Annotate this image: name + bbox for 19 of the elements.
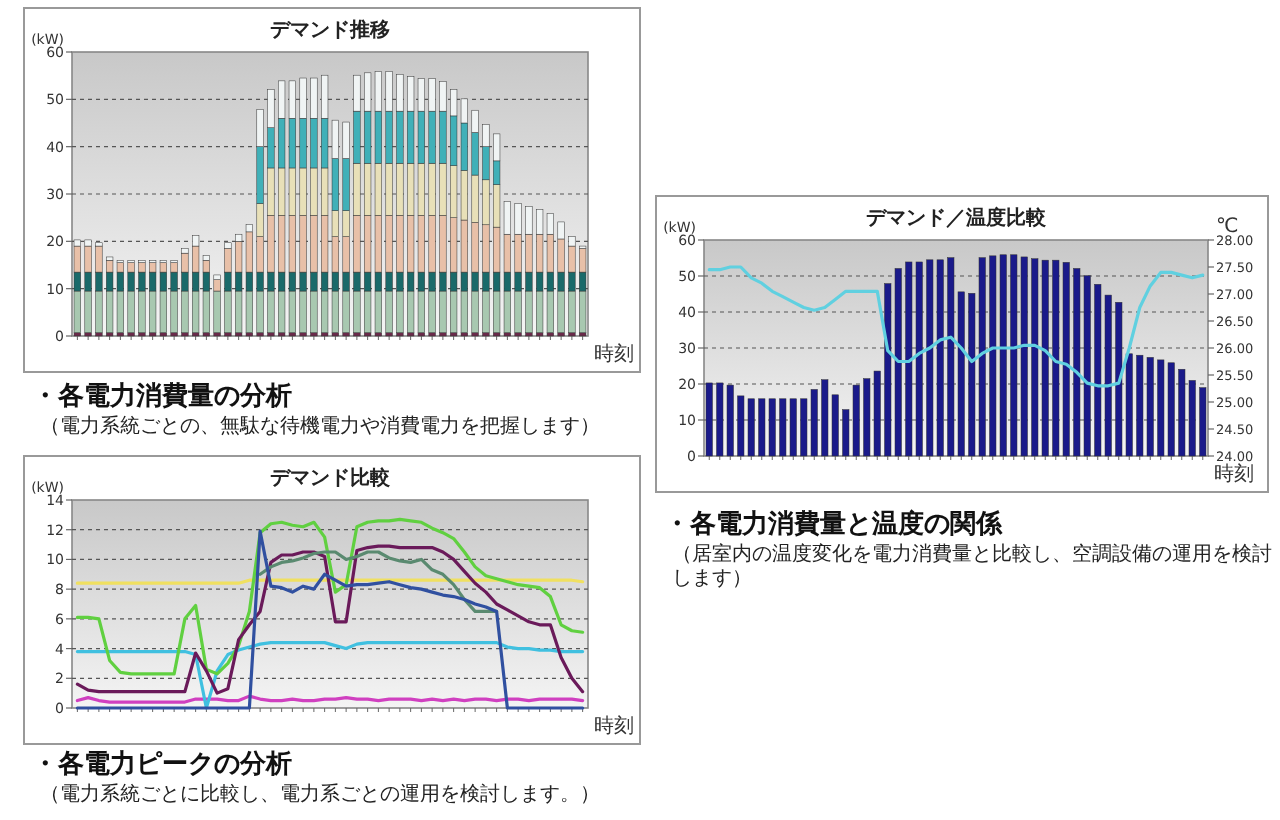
- line-series: [75, 641, 585, 710]
- line-series: [707, 265, 1205, 388]
- line-series: [258, 550, 499, 614]
- y2-axis-title: ℃: [1216, 216, 1239, 238]
- line-series: [75, 517, 585, 676]
- line-series: [75, 529, 585, 710]
- text: （電力系統ごとの、無駄な待機電力や消費電力を把握します）: [40, 414, 600, 438]
- chart-title: デマンド／温度比較: [866, 206, 1048, 230]
- x-axis-title: 時刻: [1214, 462, 1254, 486]
- line-series: [75, 544, 585, 695]
- text: （電力系統ごとに比較し、電力系ごとの運用を検討します。）: [40, 782, 600, 806]
- text: （居室内の温度変化を電力消費量と比較し、空調設備の運用を検討します）: [672, 542, 1272, 590]
- chart-title: デマンド比較: [270, 466, 392, 490]
- text: ・各電力ピークの分析: [32, 750, 292, 780]
- text: ・各電力消費量と温度の関係: [664, 508, 1004, 540]
- x-axis-title: 時刻: [594, 714, 634, 738]
- text: ・各電力消費量の分析: [32, 382, 292, 412]
- chart-title: デマンド推移: [270, 18, 390, 42]
- x-axis-title: 時刻: [594, 342, 634, 366]
